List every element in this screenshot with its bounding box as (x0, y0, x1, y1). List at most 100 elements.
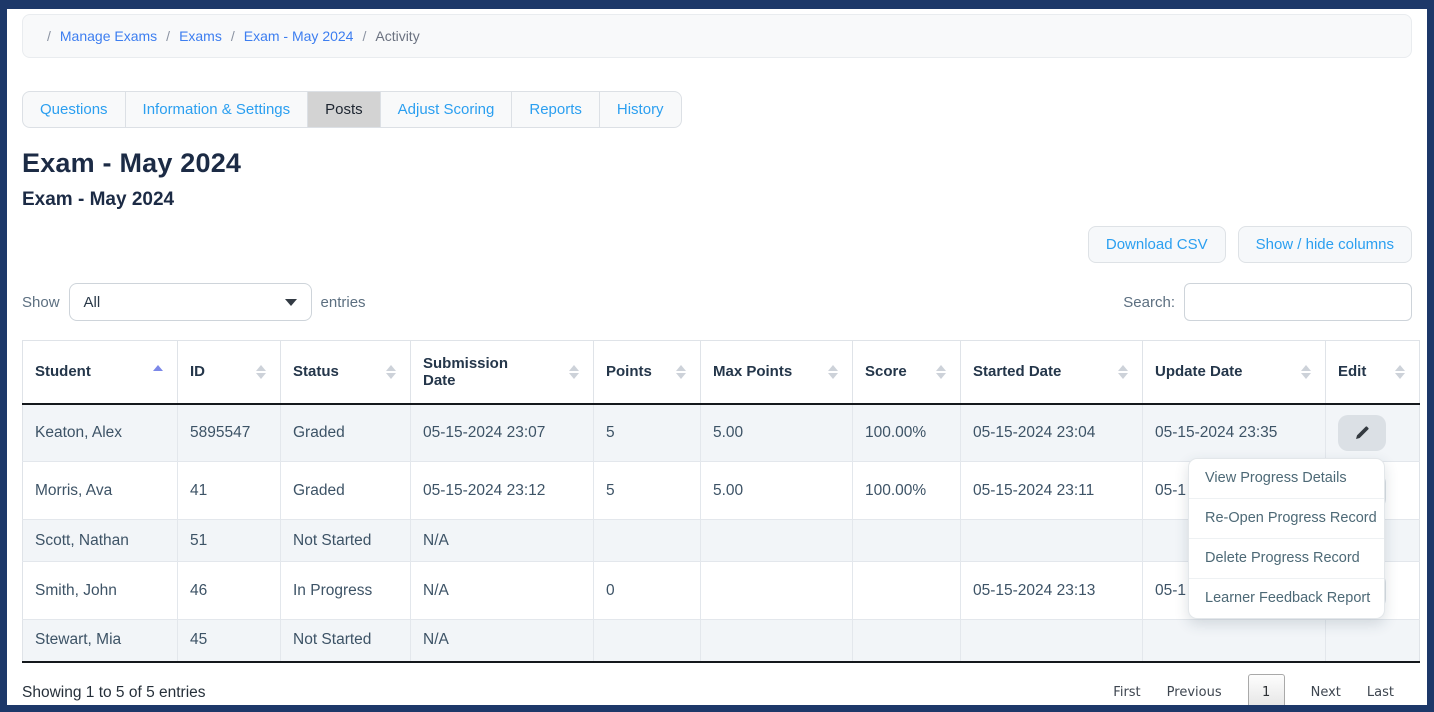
cell-points (593, 519, 701, 562)
cell-max-points (700, 519, 853, 562)
cell-id: 5895547 (177, 403, 281, 462)
cell-submission-date: 05-15-2024 23:12 (410, 461, 594, 520)
breadcrumb-link-exams[interactable]: Exams (179, 28, 222, 44)
cell-id: 46 (177, 561, 281, 620)
pagination-previous[interactable]: Previous (1166, 685, 1222, 700)
column-header-student[interactable]: Student (22, 340, 178, 405)
cell-points: 5 (593, 461, 701, 520)
breadcrumb-current-activity: Activity (375, 28, 420, 44)
breadcrumb: / Manage Exams / Exams / Exam - May 2024… (22, 14, 1412, 58)
cell-submission-date: N/A (410, 619, 594, 662)
breadcrumb-link-manage-exams[interactable]: Manage Exams (59, 28, 158, 44)
cell-status: Graded (280, 403, 411, 462)
column-header-edit[interactable]: Edit (1325, 340, 1420, 405)
cell-score (852, 561, 961, 620)
cell-max-points: 5.00 (700, 461, 853, 520)
sort-icon (386, 364, 398, 379)
cell-started-date: 05-15-2024 23:13 (960, 561, 1143, 620)
exam-tab-bar: Questions Information & Settings Posts A… (22, 91, 682, 128)
cell-student: Stewart, Mia (22, 619, 178, 662)
sort-icon (676, 364, 688, 379)
column-header-id[interactable]: ID (177, 340, 281, 405)
cell-status: Graded (280, 461, 411, 520)
cell-started-date: 05-15-2024 23:04 (960, 403, 1143, 462)
cell-student: Morris, Ava (22, 461, 178, 520)
tab-adjust-scoring[interactable]: Adjust Scoring (381, 92, 513, 127)
cell-score (852, 619, 961, 662)
cell-edit (1325, 403, 1420, 462)
breadcrumb-separator: / (166, 28, 171, 44)
cell-id: 41 (177, 461, 281, 520)
entries-summary: Showing 1 to 5 of 5 entries (22, 683, 206, 701)
download-csv-button[interactable]: Download CSV (1087, 226, 1226, 263)
tab-reports[interactable]: Reports (512, 92, 600, 127)
show-hide-columns-button[interactable]: Show / hide columns (1237, 226, 1412, 263)
tab-posts[interactable]: Posts (308, 92, 381, 127)
menu-item-delete-progress-record[interactable]: Delete Progress Record (1189, 539, 1384, 579)
cell-update-date: 05-15-2024 23:35 (1142, 403, 1326, 462)
breadcrumb-link-exam-may-2024[interactable]: Exam - May 2024 (243, 28, 354, 44)
sort-icon (1301, 364, 1313, 379)
tab-questions[interactable]: Questions (23, 92, 126, 127)
cell-status: Not Started (280, 519, 411, 562)
cell-update-date (1142, 619, 1326, 662)
search-input[interactable] (1184, 283, 1412, 321)
table-row: Stewart, Mia 45 Not Started N/A (22, 619, 1420, 662)
column-header-score[interactable]: Score (852, 340, 961, 405)
sort-asc-icon (153, 364, 165, 379)
search-label: Search: (1123, 293, 1175, 311)
table-row: Keaton, Alex 5895547 Graded 05-15-2024 2… (22, 403, 1420, 462)
cell-id: 45 (177, 619, 281, 662)
cell-score: 100.00% (852, 403, 961, 462)
sort-icon (828, 364, 840, 379)
cell-started-date (960, 619, 1143, 662)
cell-max-points (700, 619, 853, 662)
cell-points: 0 (593, 561, 701, 620)
cell-student: Smith, John (22, 561, 178, 620)
show-entries-label: Show (22, 293, 60, 311)
column-header-points[interactable]: Points (593, 340, 701, 405)
column-header-update-date[interactable]: Update Date (1142, 340, 1326, 405)
cell-id: 51 (177, 519, 281, 562)
sort-icon (256, 364, 268, 379)
pagination-page-1[interactable]: 1 (1247, 673, 1285, 705)
entries-select[interactable]: All (68, 283, 312, 321)
table-footer: Showing 1 to 5 of 5 entries First Previo… (22, 673, 1412, 705)
cell-points: 5 (593, 403, 701, 462)
cell-submission-date: N/A (410, 561, 594, 620)
page-title: Exam - May 2024 (22, 148, 242, 178)
sort-icon (936, 364, 948, 379)
progress-records-table: Student ID Status Submission Date Points… (22, 340, 1420, 663)
cell-score: 100.00% (852, 461, 961, 520)
pagination: First Previous 1 Next Last (1113, 673, 1412, 705)
cell-submission-date: N/A (410, 519, 594, 562)
tab-information-settings[interactable]: Information & Settings (126, 92, 309, 127)
cell-status: Not Started (280, 619, 411, 662)
column-header-max-points[interactable]: Max Points (700, 340, 853, 405)
pagination-next[interactable]: Next (1310, 685, 1341, 700)
edit-row-button[interactable] (1338, 414, 1386, 451)
table-toolbar: Download CSV Show / hide columns (22, 226, 1412, 263)
cell-submission-date: 05-15-2024 23:07 (410, 403, 594, 462)
page-subtitle: Exam - May 2024 (22, 189, 175, 210)
table-header-row: Student ID Status Submission Date Points… (22, 340, 1420, 405)
tab-history[interactable]: History (616, 101, 664, 118)
breadcrumb-separator: / (47, 28, 51, 44)
entries-label: entries (320, 293, 366, 311)
column-header-status[interactable]: Status (280, 340, 411, 405)
column-header-started-date[interactable]: Started Date (960, 340, 1143, 405)
sort-icon (1118, 364, 1130, 379)
cell-started-date (960, 519, 1143, 562)
cell-started-date: 05-15-2024 23:11 (960, 461, 1143, 520)
menu-item-learner-feedback-report[interactable]: Learner Feedback Report (1205, 590, 1371, 606)
pagination-last[interactable]: Last (1366, 685, 1394, 700)
breadcrumb-separator: / (230, 28, 235, 44)
column-header-submission-date[interactable]: Submission Date (410, 340, 594, 405)
menu-item-view-progress-details[interactable]: View Progress Details (1189, 459, 1384, 499)
cell-max-points: 5.00 (700, 403, 853, 462)
cell-status: In Progress (280, 561, 411, 620)
pagination-first[interactable]: First (1113, 685, 1141, 700)
menu-item-reopen-progress-record[interactable]: Re-Open Progress Record (1189, 499, 1384, 539)
sort-icon (1395, 364, 1407, 379)
